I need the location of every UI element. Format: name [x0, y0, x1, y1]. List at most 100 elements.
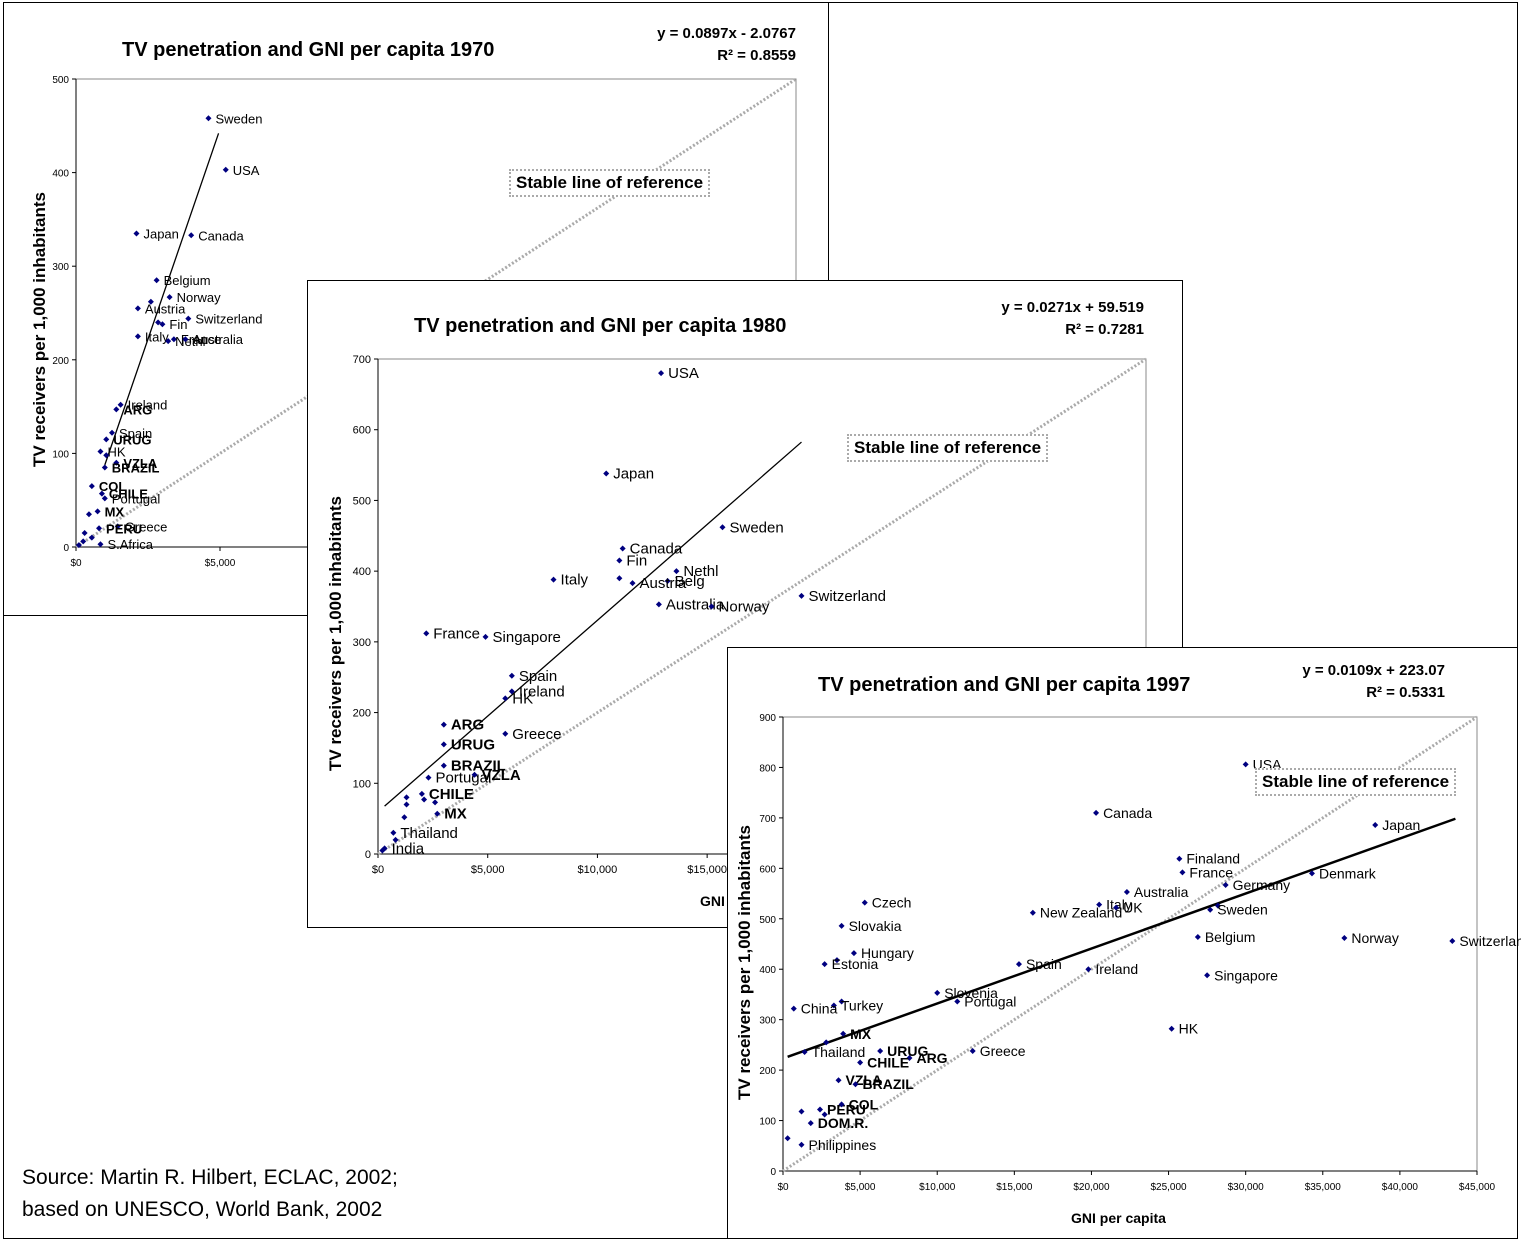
point-label: Japan	[613, 466, 654, 483]
data-point	[113, 459, 120, 466]
point-label: CHILE	[867, 1055, 909, 1071]
point-label: Japan	[1382, 817, 1420, 833]
chart-title: TV penetration and GNI per capita 1997	[818, 674, 1191, 696]
data-point	[934, 989, 941, 996]
data-point	[423, 630, 430, 637]
data-point	[165, 338, 172, 345]
data-point	[440, 721, 447, 728]
point-label: URUG	[113, 432, 151, 447]
y-tick-label: 700	[353, 354, 371, 366]
y-tick-label: 400	[52, 169, 69, 180]
data-point	[969, 1047, 976, 1054]
data-point	[830, 1002, 837, 1009]
data-point	[619, 545, 626, 552]
y-tick-label: 600	[353, 425, 371, 437]
data-point	[798, 592, 805, 599]
point-label: BRAZIL	[451, 758, 506, 775]
point-label: URUG	[451, 736, 495, 753]
point-label: Portugal	[112, 491, 161, 506]
data-point	[401, 814, 408, 821]
x-tick-label: $5,000	[471, 864, 505, 876]
point-label: Norway	[1351, 930, 1398, 946]
source-note: Source: Martin R. Hilbert, ECLAC, 2002; …	[22, 1162, 398, 1226]
data-point	[1449, 937, 1456, 944]
point-label: Greece	[512, 726, 561, 743]
data-point	[655, 601, 662, 608]
data-point	[117, 401, 124, 408]
x-tick-label: $25,000	[1150, 1182, 1187, 1193]
y-tick-label: 300	[759, 1016, 776, 1027]
data-point	[798, 1108, 805, 1115]
y-tick-label: 0	[365, 849, 371, 861]
trend-equation: y = 0.0271x + 59.519 R² = 0.7281	[1001, 297, 1144, 341]
point-label: Australia	[666, 596, 725, 613]
data-point	[440, 741, 447, 748]
source-line-1: Source: Martin R. Hilbert, ECLAC, 2002;	[22, 1166, 398, 1189]
data-point	[103, 452, 110, 459]
data-point	[390, 829, 397, 836]
data-point	[471, 771, 478, 778]
data-point	[134, 333, 141, 340]
data-point	[502, 695, 509, 702]
data-point	[103, 436, 110, 443]
y-tick-label: 700	[759, 814, 776, 825]
data-point	[1096, 901, 1103, 908]
data-point	[1029, 909, 1036, 916]
data-point	[708, 603, 715, 610]
point-label: Canada	[1103, 805, 1152, 821]
y-tick-label: 400	[353, 566, 371, 578]
point-label: China	[801, 1001, 838, 1017]
point-label: ARG	[451, 717, 484, 734]
data-point	[629, 580, 636, 587]
data-point	[392, 836, 399, 843]
data-point	[877, 1047, 884, 1054]
data-point	[616, 575, 623, 582]
point-label: HK	[512, 690, 533, 707]
point-label: COL	[99, 479, 127, 494]
point-label: ARG	[916, 1050, 947, 1066]
data-point	[75, 542, 82, 549]
y-tick-label: 900	[759, 713, 776, 724]
point-label: Belg	[675, 573, 705, 590]
point-label: Germany	[1233, 877, 1291, 893]
point-label: VZLA	[482, 767, 521, 784]
x-tick-label: $40,000	[1382, 1182, 1419, 1193]
data-point	[1113, 904, 1120, 911]
point-label: France	[1189, 864, 1233, 880]
data-point	[840, 1030, 847, 1037]
point-label: Austria	[145, 301, 186, 316]
data-point	[101, 464, 108, 471]
data-point	[838, 922, 845, 929]
data-point	[502, 730, 509, 737]
point-label: France	[181, 332, 221, 347]
data-point	[1341, 934, 1348, 941]
data-point	[80, 538, 87, 545]
data-point	[113, 406, 120, 413]
data-point	[94, 508, 101, 515]
point-label: Sweden	[215, 111, 262, 126]
data-point	[861, 899, 868, 906]
point-label: Italy	[1106, 897, 1132, 913]
point-label: ARG	[123, 402, 152, 417]
point-label: France	[433, 625, 480, 642]
data-point	[166, 294, 173, 301]
point-label: Hungary	[861, 945, 914, 961]
point-label: Australia	[192, 332, 243, 347]
point-label: Switzerland	[1459, 933, 1521, 949]
data-point	[616, 557, 623, 564]
r-squared-text: R² = 0.7281	[1065, 321, 1144, 338]
point-label: UK	[1123, 900, 1143, 916]
point-label: VZLA	[123, 456, 158, 471]
point-label: Italy	[145, 329, 169, 344]
point-label: HK	[107, 445, 125, 460]
data-point	[97, 541, 104, 548]
chart-title: TV penetration and GNI per capita 1970	[122, 39, 495, 61]
reference-line-label: Stable line of reference	[847, 434, 1049, 462]
equation-text: y = 0.0109x + 223.07	[1302, 662, 1445, 679]
point-label: Belgium	[1205, 929, 1256, 945]
data-point	[188, 232, 195, 239]
data-point	[673, 568, 680, 575]
chart-title: TV penetration and GNI per capita 1980	[414, 315, 787, 337]
data-point	[159, 321, 166, 328]
y-tick-label: 300	[353, 637, 371, 649]
